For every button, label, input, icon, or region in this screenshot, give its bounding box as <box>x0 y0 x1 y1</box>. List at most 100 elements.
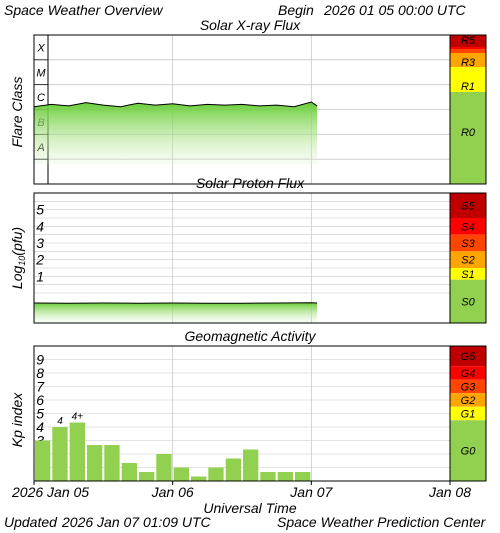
time-axis-label: Universal Time <box>203 500 296 516</box>
proton-scale-label: S0 <box>461 296 475 308</box>
xray-scale-segment <box>450 89 486 92</box>
proton-scale-segment <box>450 251 486 268</box>
geomag-bars: 4 4+ <box>35 412 311 481</box>
proton-scale-frame <box>449 192 487 324</box>
xray-flux-line <box>33 101 318 108</box>
kp-bar <box>139 472 155 481</box>
kp-bar <box>35 440 51 481</box>
geomag-grid <box>34 346 450 481</box>
proton-y-tick-label: 4 <box>36 218 44 234</box>
proton-y-tick-label: 2 <box>35 252 44 268</box>
xray-scale-label: R1 <box>461 81 475 93</box>
geomag-scale-label: G4 <box>461 368 476 380</box>
xray-scale-label: R3 <box>461 57 476 69</box>
time-tick-label: 2026 Jan 05 <box>11 484 89 500</box>
xray-scale-frame <box>449 34 487 185</box>
kp-bar <box>225 458 241 481</box>
kp-bar <box>52 427 68 481</box>
time-tick-label: Jan 06 <box>151 484 194 500</box>
proton-scale-label: S2 <box>461 255 474 267</box>
kp-bar <box>260 472 276 481</box>
proton-scale-segment <box>450 279 486 323</box>
proton-scale-label: S5 <box>461 201 475 213</box>
kp-bar <box>295 472 311 481</box>
geomag-y-tick-label: 7 <box>36 379 45 395</box>
proton-y-axis-label: Log10(pfu) <box>9 227 27 289</box>
kp-bar <box>69 422 85 481</box>
begin-time: 2026 01 05 00:00 UTC <box>324 2 466 18</box>
geomag-scale-frame <box>449 345 487 482</box>
proton-flux-line <box>33 302 318 304</box>
kp-bar <box>121 463 137 481</box>
source-credit: Space Weather Prediction Center <box>277 514 486 530</box>
xray-class-label: M <box>36 67 46 79</box>
kp-bar <box>104 445 120 481</box>
geomag-y-tick-label: 6 <box>36 392 44 408</box>
proton-y-tick-label: 1 <box>36 268 44 284</box>
xray-series <box>33 101 318 164</box>
geomag-scale-segment <box>450 379 486 394</box>
xray-y-axis-label: Flare Class <box>9 77 25 148</box>
proton-series <box>33 302 318 322</box>
proton-scale-label: S4 <box>461 221 474 233</box>
geomag-y-tick-label: 8 <box>36 365 44 381</box>
geomag-panel-title: Geomagnetic Activity <box>185 328 317 344</box>
kp-data-label: 4 <box>57 416 63 427</box>
geomag-scale-label: G0 <box>461 446 477 458</box>
geomag-y-axis-label: Kp index <box>9 392 25 447</box>
proton-scale-segment <box>450 218 486 235</box>
xray-scale-label: R0 <box>461 127 476 139</box>
geomag-scale-segment <box>450 420 486 481</box>
xray-scale-segment <box>450 53 486 67</box>
xray-scale-bar: R5 R3 R1 R0 <box>450 35 486 184</box>
xray-class-label: C <box>37 92 45 104</box>
xray-scale-segment <box>450 75 486 89</box>
proton-y-tick-label: 5 <box>36 202 44 218</box>
geomag-scale-segment <box>450 406 486 421</box>
xray-scale-segment <box>450 49 486 53</box>
kp-bar <box>156 454 172 481</box>
geomag-scale-label: G1 <box>461 409 476 421</box>
proton-scale-label: S1 <box>461 269 474 281</box>
proton-flux-fill <box>34 302 318 322</box>
kp-bar <box>243 449 259 481</box>
geomag-scale-segment <box>450 346 486 367</box>
kp-data-label: 4+ <box>72 412 84 423</box>
xray-scale-label: R5 <box>461 35 476 47</box>
proton-y-tick-label: 3 <box>36 235 44 251</box>
begin-label: Begin <box>278 2 314 18</box>
proton-panel-title: Solar Proton Flux <box>196 175 305 191</box>
kp-bar <box>277 472 293 481</box>
xray-scale-segment <box>450 92 486 184</box>
updated-label: Updated <box>4 514 57 530</box>
time-tick-label: Jan 08 <box>428 484 471 500</box>
time-tick-label: Jan 07 <box>289 484 333 500</box>
updated-time: 2026 Jan 07 01:09 UTC <box>62 514 211 530</box>
proton-scale-label: S3 <box>461 238 475 250</box>
geomag-y-tick-label: 5 <box>36 406 44 422</box>
proton-grid <box>34 193 450 323</box>
kp-bar <box>208 467 224 481</box>
time-axis-ticks: 2026 Jan 05 Jan 06 Jan 07 Jan 08 <box>11 481 471 500</box>
proton-scale-segment <box>450 193 486 218</box>
geomag-scale-segment <box>450 366 486 380</box>
kp-bar <box>173 467 189 481</box>
geomag-scale-label: G5 <box>461 351 477 363</box>
proton-scale-bar: S5 S4 S3 S2 S1 S0 <box>450 193 486 323</box>
xray-panel-title: Solar X-ray Flux <box>200 17 301 33</box>
page-title: Space Weather Overview <box>4 2 163 18</box>
geomag-scale-segment <box>450 393 486 407</box>
xray-flux-fill <box>34 102 318 164</box>
geomag-scale-label: G3 <box>461 382 477 394</box>
xray-class-label: X <box>36 42 45 54</box>
proton-scale-segment <box>450 268 486 280</box>
geomag-y-tick-label: 4 <box>36 419 44 435</box>
geomag-scale-label: G2 <box>461 395 476 407</box>
kp-bar <box>87 445 103 481</box>
kp-bar <box>191 476 207 481</box>
xray-scale-segment <box>450 47 486 49</box>
proton-scale-segment <box>450 234 486 252</box>
